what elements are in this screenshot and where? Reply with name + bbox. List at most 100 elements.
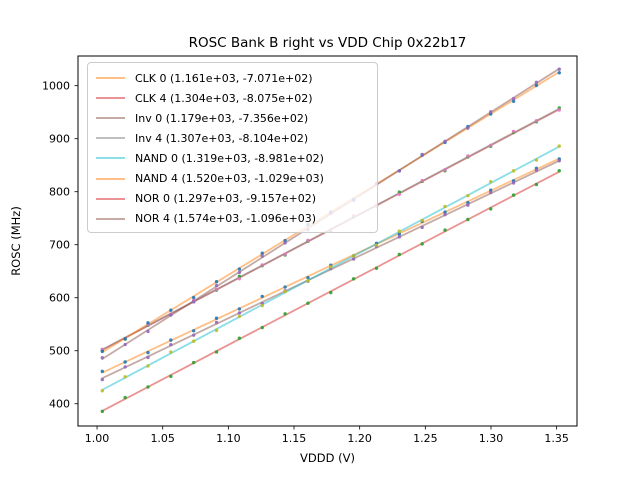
legend-entry-nand-0: NAND 0 (1.319e+03, -8.981e+02) [96,148,369,168]
legend-entry-nor-0: NOR 0 (1.297e+03, -9.157e+02) [96,189,369,209]
data-point-nand-0 [146,364,150,368]
data-point-nor-0 [397,252,402,257]
data-point-inv-0 [351,257,356,261]
data-point-inv-0 [397,235,402,239]
data-point-clk-0 [260,294,264,299]
data-point-nand-4 [260,251,264,255]
legend-label: NAND 4 (1.520e+03, -1.029e+03) [135,172,324,186]
data-point-nor-0 [466,217,470,222]
data-point-nor-0 [169,374,173,379]
data-point-inv-4 [511,129,516,134]
data-point-nor-0 [191,360,196,365]
data-point-nand-0 [191,339,196,343]
legend-line-swatch [96,217,125,220]
data-point-nand-0 [260,303,264,308]
data-point-inv-0 [191,333,196,337]
data-point-nor-4 [100,356,104,360]
data-point-nand-0 [214,328,219,333]
data-point-inv-4 [557,108,561,112]
data-point-inv-0 [214,320,219,325]
data-point-nand-0 [420,218,424,223]
y-tick-label: 700 [49,239,70,252]
data-point-nor-4 [557,67,561,71]
data-point-inv-4 [489,143,493,147]
legend-line-swatch [96,137,125,140]
data-point-inv-4 [306,238,310,243]
data-point-clk-0 [214,316,219,320]
data-point-inv-0 [123,365,127,369]
data-point-clk-0 [443,210,447,214]
data-point-nor-0 [351,277,356,281]
data-point-clk-0 [191,329,196,333]
data-point-inv-0 [557,159,561,163]
x-tick-label: 1.35 [544,432,569,445]
chart-title: ROSC Bank B right vs VDD Chip 0x22b17 [188,35,467,51]
legend-label: Inv 4 (1.307e+03, -8.104e+02) [135,131,309,145]
x-tick-label: 1.05 [150,432,175,445]
x-tick-label: 1.15 [282,432,307,445]
data-point-clk-4 [237,274,242,279]
legend-line-swatch [96,197,125,200]
y-tick-label: 900 [49,132,70,145]
legend-entry-nor-4: NOR 4 (1.574e+03, -1.096e+03) [96,209,369,229]
legend-label: Inv 0 (1.179e+03, -7.356e+02) [135,111,309,125]
x-tick-label: 1.20 [347,432,372,445]
data-point-inv-4 [214,287,219,292]
data-point-nand-4 [511,99,516,103]
data-point-nor-0 [123,395,127,400]
data-point-inv-4 [283,252,287,256]
data-point-inv-4 [420,178,424,183]
data-point-inv-0 [146,355,150,360]
legend-label: CLK 0 (1.161e+03, -7.071e+02) [135,71,313,85]
legend-line-swatch [96,177,125,180]
data-point-nor-4 [443,139,447,143]
data-point-inv-0 [100,377,104,382]
data-point-nor-0 [260,325,264,330]
data-point-nand-4 [123,337,127,341]
data-point-nand-0 [557,144,561,148]
data-point-nor-4 [534,80,539,85]
data-point-nor-4 [123,342,127,347]
data-point-clk-0 [283,285,287,289]
data-point-nor-4 [260,254,264,258]
data-point-nor-0 [306,301,310,305]
data-point-nor-0 [146,385,150,389]
plot-frame [77,55,578,427]
data-point-nor-0 [511,193,516,197]
data-point-nor-0 [329,290,333,295]
legend-entry-nand-4: NAND 4 (1.520e+03, -1.029e+03) [96,168,369,188]
data-point-nand-0 [123,375,127,379]
data-point-nand-0 [397,229,402,233]
data-point-clk-0 [397,232,402,236]
data-point-clk-0 [100,369,104,374]
legend-line-swatch [96,117,125,120]
data-point-nand-4 [100,349,104,354]
data-point-inv-0 [443,212,447,217]
data-point-nand-0 [443,204,447,209]
data-point-inv-0 [511,181,516,185]
legend-label: NOR 4 (1.574e+03, -1.096e+03) [135,212,317,226]
data-point-nand-0 [329,265,333,269]
data-point-nand-0 [283,289,287,294]
data-point-nor-4 [146,329,150,334]
x-axis-label: VDDD (V) [300,451,355,465]
data-point-inv-4 [260,263,264,267]
data-point-nand-4 [534,83,539,88]
x-tick-label: 1.00 [85,432,110,445]
data-point-nand-0 [374,243,379,247]
data-point-inv-4 [534,119,539,123]
data-point-nor-0 [557,169,561,173]
y-tick-label: 500 [49,345,70,358]
data-point-nand-0 [466,193,470,198]
data-point-nand-0 [489,179,493,184]
data-point-nand-4 [169,308,173,312]
y-tick-label: 600 [49,292,70,305]
data-point-nand-0 [351,254,356,258]
data-point-nor-0 [443,228,447,232]
data-point-inv-4 [397,192,402,197]
y-tick-label: 400 [49,398,70,411]
data-point-nand-4 [146,321,150,325]
data-point-nand-4 [283,238,287,243]
data-point-nor-4 [489,110,493,114]
data-point-inv-4 [237,277,242,281]
